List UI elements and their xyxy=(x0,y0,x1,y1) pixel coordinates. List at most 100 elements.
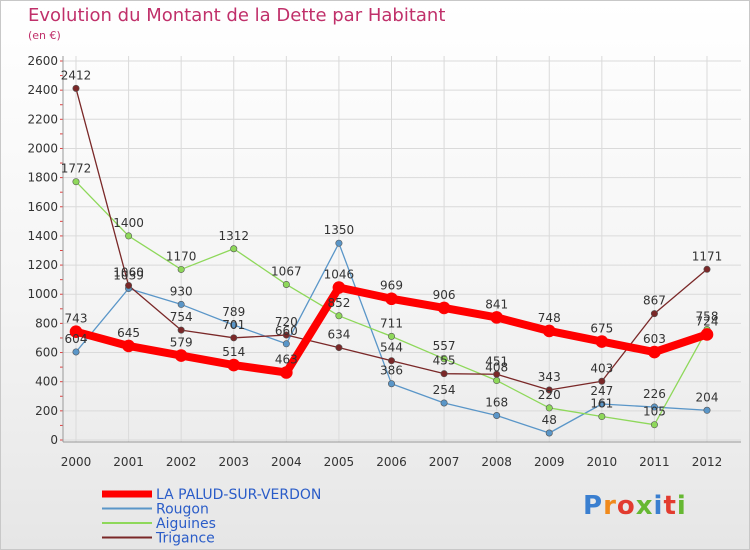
data-label: 969 xyxy=(380,279,403,293)
y-tick-label: 2400 xyxy=(27,83,58,97)
data-label: 701 xyxy=(222,318,245,332)
data-point xyxy=(385,292,398,306)
y-tick-label: 1200 xyxy=(27,258,58,272)
data-point xyxy=(282,331,290,339)
data-point xyxy=(545,429,553,437)
data-point xyxy=(440,355,448,363)
data-label: 867 xyxy=(643,294,666,308)
data-label: 1060 xyxy=(113,265,144,279)
data-point xyxy=(493,412,501,420)
data-point xyxy=(598,400,606,408)
data-label: 463 xyxy=(275,353,298,367)
logo-letter: r xyxy=(603,491,617,521)
data-label: 1312 xyxy=(218,229,249,243)
data-point xyxy=(282,280,290,288)
data-point xyxy=(69,325,83,338)
y-tick-label: 2000 xyxy=(27,141,58,155)
x-tick-label: 2004 xyxy=(271,455,302,469)
data-label: 660 xyxy=(275,324,298,338)
data-point xyxy=(598,377,606,385)
data-label: 645 xyxy=(117,326,140,340)
data-label: 1170 xyxy=(166,249,197,263)
logo-letter: o xyxy=(616,491,636,521)
y-tick-label: 2200 xyxy=(27,112,58,126)
data-label: 557 xyxy=(433,339,456,353)
data-point xyxy=(648,345,661,359)
data-label: 403 xyxy=(590,361,613,375)
y-tick-label: 1600 xyxy=(27,200,58,214)
data-point xyxy=(542,324,556,338)
x-tick-label: 2007 xyxy=(429,455,460,469)
data-label: 1400 xyxy=(113,216,144,230)
data-label: 455 xyxy=(433,354,456,368)
data-point xyxy=(230,334,238,342)
data-point xyxy=(650,421,658,429)
data-label: 724 xyxy=(696,314,719,328)
y-tick-label: 600 xyxy=(35,346,58,360)
x-tick-label: 2003 xyxy=(218,455,249,469)
data-point xyxy=(490,311,503,324)
data-label: 604 xyxy=(65,332,88,346)
data-point xyxy=(72,178,80,186)
data-point xyxy=(440,399,448,407)
data-label: 603 xyxy=(643,332,666,346)
data-point xyxy=(125,232,133,240)
data-label: 544 xyxy=(380,341,403,355)
data-label: 386 xyxy=(380,364,403,378)
data-point xyxy=(335,239,343,247)
data-point xyxy=(545,404,553,412)
data-point xyxy=(177,326,185,334)
data-label: 758 xyxy=(696,310,719,324)
data-point xyxy=(125,281,133,289)
data-label: 720 xyxy=(275,315,298,329)
data-point xyxy=(700,328,714,341)
legend-label: Aiguines xyxy=(156,516,216,532)
data-label: 1171 xyxy=(692,249,723,263)
data-point xyxy=(335,344,343,352)
data-point xyxy=(227,358,241,372)
y-tick-label: 1000 xyxy=(27,287,58,301)
logo-letter: x xyxy=(635,491,654,521)
logo-letter: P xyxy=(583,491,604,521)
logo-letter: i xyxy=(676,491,687,521)
data-label: 1046 xyxy=(324,268,355,282)
legend-label: Trigance xyxy=(155,531,215,547)
data-label: 1772 xyxy=(61,162,92,176)
x-tick-label: 2008 xyxy=(481,455,512,469)
data-label: 789 xyxy=(222,305,245,319)
x-tick-label: 2009 xyxy=(534,455,565,469)
data-point xyxy=(387,357,395,365)
data-point xyxy=(703,406,711,414)
data-label: 48 xyxy=(542,413,557,427)
data-point xyxy=(440,370,448,378)
legend-label: Rougon xyxy=(156,502,209,518)
x-tick-label: 2012 xyxy=(692,455,723,469)
y-tick-label: 400 xyxy=(35,375,58,389)
data-point xyxy=(335,312,343,320)
data-point xyxy=(72,348,80,356)
data-label: 579 xyxy=(170,336,193,350)
data-label: 675 xyxy=(590,322,613,336)
data-point xyxy=(650,310,658,318)
data-label: 841 xyxy=(485,297,508,311)
legend-label: LA PALUD-SUR-VERDON xyxy=(156,487,321,503)
data-point xyxy=(650,403,658,411)
x-tick-label: 2000 xyxy=(61,455,92,469)
logo-letter: i xyxy=(653,491,664,521)
data-label: 220 xyxy=(538,388,561,402)
data-point xyxy=(493,370,501,378)
x-tick-label: 2001 xyxy=(113,455,144,469)
data-label: 852 xyxy=(327,296,350,310)
data-label: 711 xyxy=(380,316,403,330)
data-point xyxy=(177,300,185,308)
data-point xyxy=(280,366,293,379)
data-point xyxy=(598,413,606,421)
y-tick-label: 1800 xyxy=(27,171,58,185)
y-tick-label: 0 xyxy=(50,433,58,447)
data-point xyxy=(230,245,238,253)
data-label: 343 xyxy=(538,370,561,384)
y-tick-label: 2600 xyxy=(27,54,58,68)
data-point xyxy=(72,84,80,92)
data-label: 2412 xyxy=(61,68,92,82)
